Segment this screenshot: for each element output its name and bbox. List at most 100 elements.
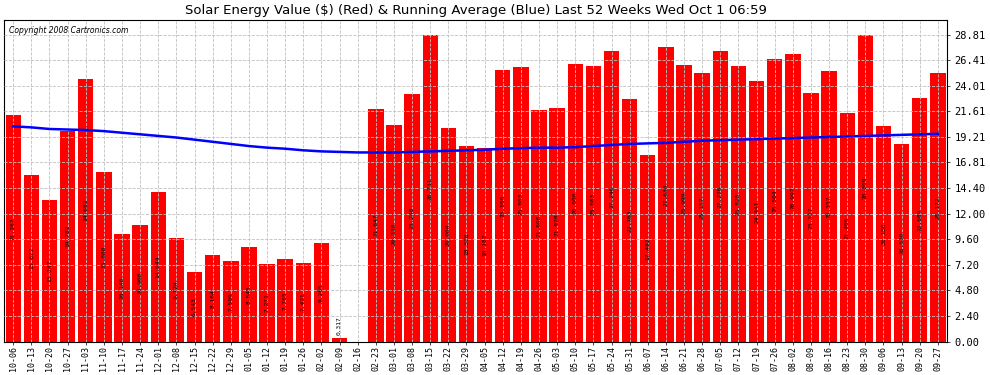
Text: 25.357: 25.357 — [827, 195, 832, 218]
Bar — [332, 338, 347, 342]
Bar — [658, 47, 673, 342]
Text: 25.172: 25.172 — [936, 196, 940, 219]
Text: 22.763: 22.763 — [627, 209, 633, 232]
Bar — [586, 66, 601, 342]
Text: 24.682: 24.682 — [83, 199, 88, 221]
Text: 24.441: 24.441 — [754, 200, 759, 223]
Text: 0.317: 0.317 — [337, 316, 343, 335]
Text: Copyright 2008 Cartronics.com: Copyright 2008 Cartronics.com — [9, 26, 129, 35]
Text: 6.543: 6.543 — [192, 297, 197, 316]
Bar — [133, 225, 148, 342]
Bar — [857, 34, 873, 342]
Bar — [259, 264, 275, 342]
Bar — [604, 51, 619, 342]
Text: 21.698: 21.698 — [537, 215, 542, 237]
Text: 20.004: 20.004 — [446, 224, 450, 246]
Text: 25.803: 25.803 — [519, 193, 524, 215]
Text: 13.247: 13.247 — [47, 260, 52, 282]
Bar — [314, 243, 329, 342]
Bar — [60, 131, 75, 342]
Text: 20.338: 20.338 — [391, 222, 396, 245]
Text: 27.270: 27.270 — [718, 185, 723, 207]
Bar — [785, 54, 801, 342]
Text: 17.492: 17.492 — [645, 237, 650, 260]
Text: 18.182: 18.182 — [482, 234, 487, 256]
Text: 20.186: 20.186 — [881, 223, 886, 245]
Text: 7.421: 7.421 — [301, 293, 306, 312]
Text: 10.140: 10.140 — [120, 276, 125, 299]
Bar — [767, 59, 782, 342]
Bar — [96, 172, 112, 342]
Text: 21.847: 21.847 — [373, 214, 378, 237]
Text: 10.960: 10.960 — [138, 272, 143, 294]
Text: 7.599: 7.599 — [229, 292, 234, 310]
Text: 8.164: 8.164 — [210, 289, 215, 308]
Bar — [368, 109, 383, 342]
Bar — [495, 70, 511, 342]
Text: 23.317: 23.317 — [809, 206, 814, 229]
Bar — [803, 93, 819, 342]
Text: 25.863: 25.863 — [591, 192, 596, 215]
Bar — [42, 201, 57, 342]
Text: 26.992: 26.992 — [790, 186, 795, 209]
Bar — [931, 74, 945, 342]
Bar — [277, 259, 293, 342]
Text: 27.246: 27.246 — [609, 185, 614, 208]
Text: 25.999: 25.999 — [681, 192, 686, 214]
Text: 14.044: 14.044 — [155, 255, 160, 278]
Bar — [223, 261, 239, 342]
Bar — [386, 125, 402, 342]
Bar — [150, 192, 166, 342]
Text: 15.672: 15.672 — [29, 247, 34, 269]
Text: 21.406: 21.406 — [844, 216, 849, 239]
Bar — [458, 146, 474, 342]
Bar — [694, 74, 710, 342]
Text: 22.889: 22.889 — [918, 209, 923, 231]
Bar — [513, 67, 529, 342]
Text: 15.888: 15.888 — [101, 246, 106, 268]
Text: 8.845: 8.845 — [247, 285, 251, 304]
Bar — [24, 175, 39, 342]
Bar — [242, 248, 256, 342]
Text: 18.378: 18.378 — [464, 232, 469, 255]
Bar — [114, 234, 130, 342]
Bar — [441, 128, 456, 342]
Text: 7.765: 7.765 — [283, 291, 288, 310]
Bar — [912, 98, 928, 342]
Bar — [622, 99, 638, 342]
Bar — [549, 108, 565, 342]
Bar — [840, 114, 855, 342]
Bar — [676, 64, 692, 342]
Text: 26.504: 26.504 — [772, 189, 777, 211]
Bar — [296, 262, 311, 342]
Text: 18.520: 18.520 — [899, 232, 904, 254]
Bar — [78, 78, 93, 342]
Bar — [713, 51, 728, 342]
Text: 25.825: 25.825 — [736, 193, 741, 215]
Bar — [477, 148, 492, 342]
Bar — [205, 255, 221, 342]
Text: 25.157: 25.157 — [700, 196, 705, 219]
Text: 9.724: 9.724 — [174, 280, 179, 299]
Bar — [731, 66, 746, 342]
Text: 26.000: 26.000 — [573, 192, 578, 214]
Text: 21.262: 21.262 — [11, 217, 16, 240]
Text: 27.630: 27.630 — [663, 183, 668, 206]
Text: 19.782: 19.782 — [65, 225, 70, 248]
Text: 23.248: 23.248 — [410, 207, 415, 229]
Bar — [532, 110, 546, 342]
Bar — [894, 144, 910, 342]
Bar — [404, 94, 420, 342]
Bar — [423, 35, 438, 342]
Text: 21.928: 21.928 — [554, 213, 559, 236]
Text: 9.265: 9.265 — [319, 283, 324, 302]
Title: Solar Energy Value ($) (Red) & Running Average (Blue) Last 52 Weeks Wed Oct 1 06: Solar Energy Value ($) (Red) & Running A… — [184, 4, 766, 17]
Text: 25.506: 25.506 — [500, 195, 505, 217]
Bar — [748, 81, 764, 342]
Bar — [822, 71, 837, 342]
Text: 28.809: 28.809 — [863, 177, 868, 200]
Bar — [187, 272, 202, 342]
Text: 28.731: 28.731 — [428, 177, 433, 200]
Bar — [876, 126, 891, 342]
Bar — [6, 115, 21, 342]
